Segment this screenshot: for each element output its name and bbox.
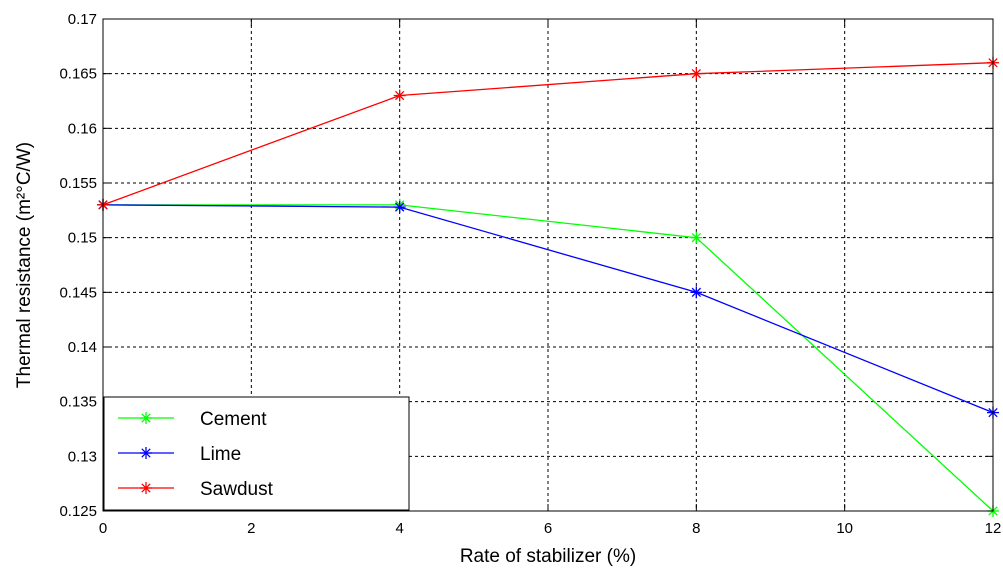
y-tick-label: 0.13 (68, 448, 97, 465)
y-tick-label: 0.14 (68, 339, 97, 356)
x-tick-label: 0 (99, 520, 107, 537)
y-tick-label: 0.135 (59, 394, 97, 411)
data-point-sawdust (690, 67, 703, 80)
data-point-lime (393, 201, 406, 214)
legend-label-cement: Cement (200, 409, 267, 430)
y-axis-label: Thermal resistance (m²°C/W) (14, 142, 35, 388)
legend-entry-lime: Lime (118, 444, 241, 465)
y-tick-label: 0.125 (59, 503, 97, 520)
legend-entry-cement: Cement (118, 409, 267, 430)
data-point-sawdust (393, 89, 406, 102)
series-line-lime (102, 204, 994, 414)
y-tick-label: 0.16 (68, 120, 97, 137)
x-tick-label: 4 (395, 520, 403, 537)
legend-star-icon (140, 482, 152, 494)
y-tick-label: 0.155 (59, 175, 97, 192)
x-axis-label: Rate of stabilizer (%) (460, 546, 636, 567)
y-tick-label: 0.17 (68, 11, 97, 28)
legend-label-lime: Lime (200, 444, 241, 465)
x-tick-label: 10 (836, 520, 853, 537)
legend-star-icon (140, 447, 152, 459)
grid (103, 19, 993, 511)
legend-marker-lime (140, 447, 152, 459)
y-tick-label: 0.165 (59, 66, 97, 83)
x-tick-label: 8 (692, 520, 700, 537)
x-tick-label: 2 (247, 520, 255, 537)
y-tick-label: 0.145 (59, 284, 97, 301)
legend-entry-sawdust: Sawdust (118, 479, 274, 500)
series-line-cement (103, 204, 994, 512)
x-tick-label: 6 (544, 520, 552, 537)
ticks: 0 2 4 6 8 10 12 0.125 0.13 0.135 0.14 0.145 0.15 0.15… (59, 11, 1001, 537)
legend-marker-sawdust (140, 482, 152, 494)
series-line-sawdust (102, 62, 994, 206)
x-tick-label: 12 (985, 520, 1002, 537)
legend-star-icon (140, 412, 152, 424)
legend-marker-cement (140, 412, 152, 424)
y-tick-label: 0.15 (68, 230, 97, 247)
legend: Cement Lime Sawdust (103, 396, 410, 511)
data-point-cement (690, 231, 703, 244)
legend-label-sawdust: Sawdust (200, 479, 274, 500)
data-point-lime (690, 286, 703, 299)
